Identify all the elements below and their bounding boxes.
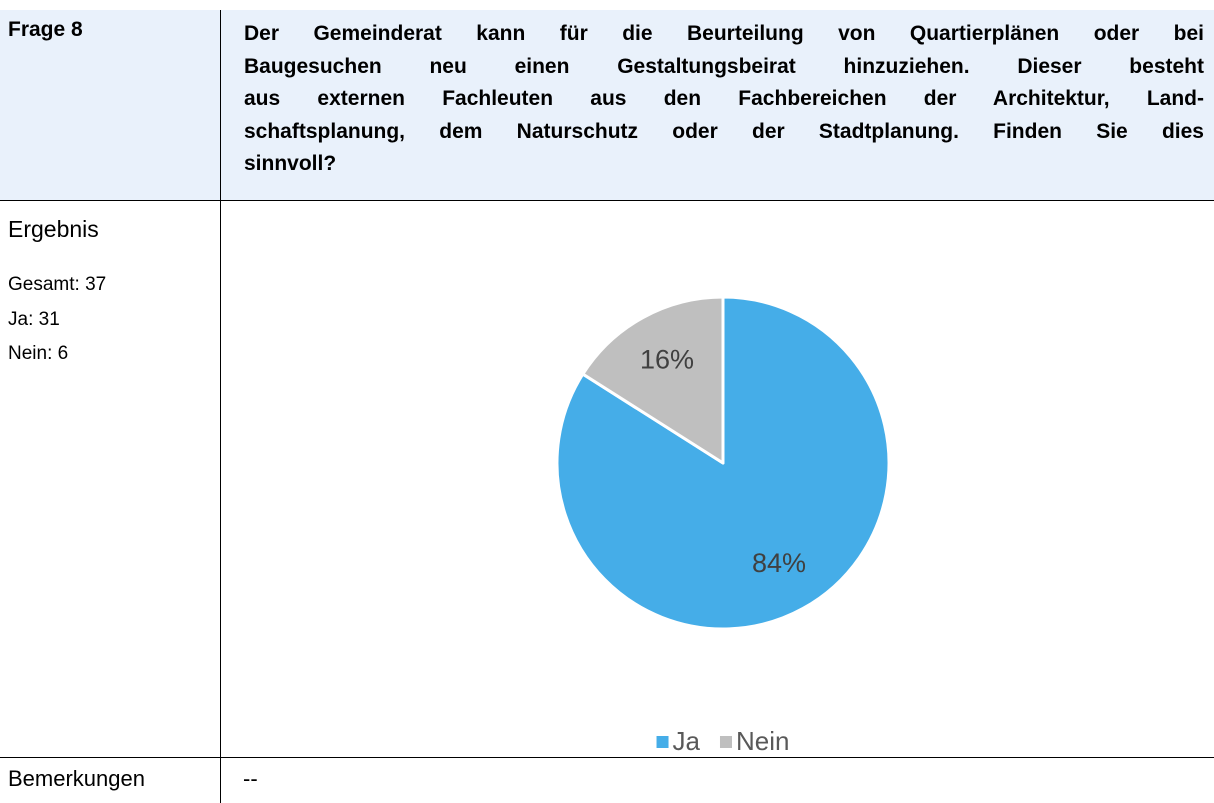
legend-label: Nein	[736, 726, 789, 756]
data-label: 16%	[640, 344, 694, 374]
question-text: Der Gemeinderat kann für die Beurteilung…	[244, 18, 1204, 181]
legend-swatch	[656, 736, 669, 748]
question-line: Der Gemeinderat kann für die Beurteilung…	[244, 22, 1204, 45]
row-divider	[0, 757, 1214, 758]
question-line: sinnvoll?	[244, 152, 337, 175]
data-label: 84%	[752, 548, 806, 578]
column-divider	[220, 10, 221, 803]
question-label: Frage 8	[8, 18, 83, 41]
pie-slice	[581, 295, 725, 465]
question-line: Baugesuchen neu einen Gestaltungsbeirat …	[244, 54, 1204, 78]
question-line: aus externen Fachleuten aus den Fachbere…	[244, 87, 1204, 110]
result-stat: Nein: 6	[8, 343, 69, 364]
legend-label: Ja	[673, 726, 701, 756]
header-background	[0, 10, 1214, 200]
result-stat: Ja: 31	[8, 308, 60, 330]
remarks-label: Bemerkungen	[8, 766, 145, 791]
result-stats: Gesamt: 37 Ja: 31 Nein: 6	[8, 268, 106, 372]
remarks-text: --	[243, 766, 258, 791]
row-divider	[0, 200, 1214, 201]
question-line: schaftsplanung, dem Naturschutz oder der…	[244, 119, 1204, 143]
legend-swatch	[719, 736, 732, 748]
pie-chart: 84% 16% Ja Nein	[555, 295, 891, 756]
result-label: Ergebnis	[8, 216, 99, 242]
result-stat: Gesamt: 37	[8, 274, 107, 295]
